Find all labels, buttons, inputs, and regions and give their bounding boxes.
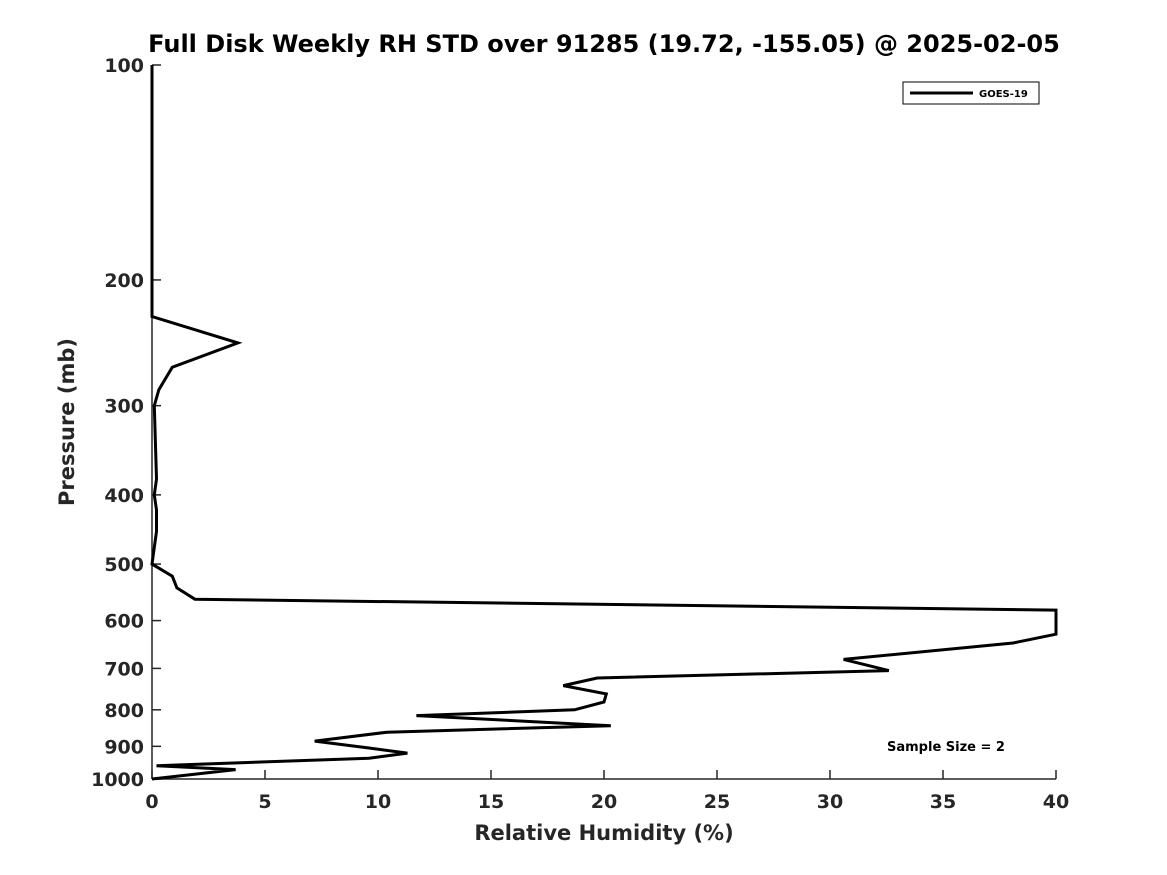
chart-title: Full Disk Weekly RH STD over 91285 (19.7… <box>148 30 1060 58</box>
x-tick-label: 30 <box>817 791 843 813</box>
x-axis-label: Relative Humidity (%) <box>474 821 733 845</box>
y-axis-label: Pressure (mb) <box>55 338 79 506</box>
x-tick-label: 5 <box>258 791 271 813</box>
x-tick-label: 10 <box>365 791 391 813</box>
x-tick-label: 20 <box>591 791 617 813</box>
x-tick-label: 15 <box>478 791 504 813</box>
x-tick-label: 35 <box>930 791 956 813</box>
x-tick-label: 0 <box>145 791 158 813</box>
y-tick-label: 900 <box>104 736 144 758</box>
y-tick-label: 700 <box>104 658 144 680</box>
y-tick-label: 200 <box>104 270 144 292</box>
y-tick-label: 600 <box>104 611 144 633</box>
y-ticks: 100 200 300 400 500 600 700 800 900 1000 <box>91 55 161 791</box>
y-tick-label: 300 <box>104 396 144 418</box>
legend-label-goes-19: GOES-19 <box>979 89 1028 100</box>
y-tick-label: 800 <box>104 700 144 722</box>
y-tick-label: 400 <box>104 485 144 507</box>
x-tick-label: 40 <box>1043 791 1069 813</box>
x-ticks: 0 5 10 15 20 25 30 35 40 <box>145 770 1069 813</box>
legend: GOES-19 <box>902 81 1040 105</box>
y-tick-label: 1000 <box>91 769 144 791</box>
series-group <box>150 65 1058 781</box>
y-tick-label: 500 <box>104 554 144 576</box>
x-tick-label: 25 <box>704 791 730 813</box>
sample-size-annotation: Sample Size = 2 <box>887 740 1005 755</box>
series-line-goes-19 <box>150 65 1058 781</box>
y-tick-label: 100 <box>104 55 144 77</box>
